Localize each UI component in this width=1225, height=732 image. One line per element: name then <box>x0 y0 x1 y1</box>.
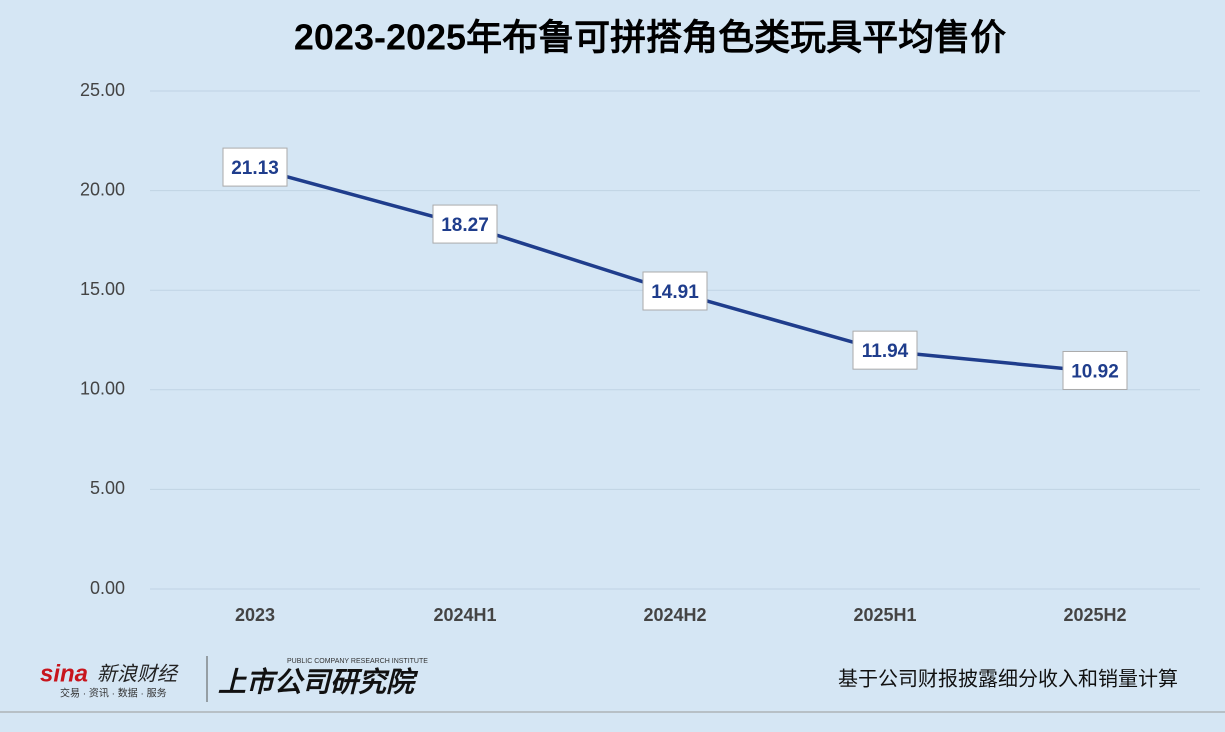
brand-tagline: 交易 · 资讯 · 数据 · 服务 <box>60 687 167 700</box>
footnote: 基于公司财报披露细分收入和销量计算 <box>838 667 1178 690</box>
brand-logo: sina <box>40 660 88 687</box>
data-label-box <box>222 147 288 187</box>
institute-name: 上市公司研究院 <box>218 666 419 697</box>
data-label: 21.13 <box>231 158 279 179</box>
x-tick-label: 2023 <box>235 605 275 625</box>
brand-name: 新浪财经 <box>97 663 179 685</box>
data-label: 18.27 <box>441 215 489 236</box>
data-label: 11.94 <box>862 341 909 362</box>
y-tick-label: 10.00 <box>80 379 125 399</box>
x-tick-label: 2024H1 <box>433 605 496 625</box>
x-tick-label: 2024H2 <box>643 605 706 625</box>
data-label: 14.91 <box>651 282 699 303</box>
y-tick-label: 5.00 <box>90 478 125 498</box>
y-tick-label: 15.00 <box>80 279 125 299</box>
y-tick-label: 0.00 <box>90 578 125 598</box>
chart-title: 2023-2025年布鲁可拼搭角色类玩具平均售价 <box>294 17 1006 58</box>
x-tick-label: 2025H2 <box>1063 605 1126 625</box>
data-label-box <box>642 271 708 311</box>
x-tick-label: 2025H1 <box>853 605 916 625</box>
y-tick-label: 25.00 <box>80 80 125 100</box>
y-tick-label: 20.00 <box>80 179 125 199</box>
data-label-box <box>432 204 498 244</box>
data-label-box <box>1062 350 1128 390</box>
data-label-box <box>852 330 918 370</box>
data-label: 10.92 <box>1071 361 1119 382</box>
footer: sina 新浪财经 交易 · 资讯 · 数据 · 服务 PUBLIC COMPA… <box>0 656 1225 713</box>
institute-en: PUBLIC COMPANY RESEARCH INSTITUTE <box>287 658 428 665</box>
